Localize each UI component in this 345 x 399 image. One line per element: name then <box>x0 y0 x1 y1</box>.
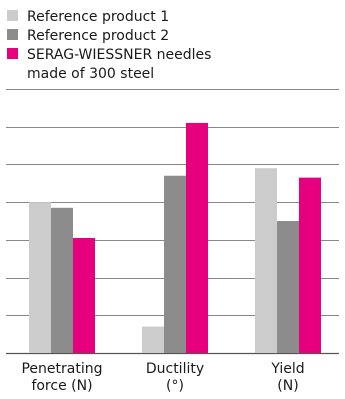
x-tick-labels: Penetrating force (N) Ductility (°) Yield (N) <box>21 361 304 394</box>
legend-swatch-3 <box>7 48 18 59</box>
bar-cat3-series1 <box>255 168 277 353</box>
bar-cat1-series1 <box>29 202 51 353</box>
legend-swatch-2 <box>7 29 18 40</box>
x-tick-label-3: Yield (N) <box>270 361 304 394</box>
bar-cat2-series2 <box>164 175 186 353</box>
bar-cat3-series2 <box>277 221 299 353</box>
legend-label-2: Reference product 2 <box>27 28 169 44</box>
legend-label-3: SERAG-WIESSNER needles made of 300 steel <box>27 47 211 82</box>
x-tick-label-1: Penetrating force (N) <box>21 361 102 394</box>
bar-cat1-series2 <box>51 207 73 353</box>
bar-cat1-series3 <box>73 237 95 353</box>
x-tick-label-2: Ductility (°) <box>146 361 204 394</box>
bar-cat3-series3 <box>299 177 321 353</box>
legend-label-1: Reference product 1 <box>27 9 169 25</box>
chart-legend: Reference product 1 Reference product 2 SE… <box>7 9 211 82</box>
legend-swatch-1 <box>7 10 18 21</box>
bar-cat2-series3 <box>186 122 208 353</box>
bar-cat2-series1 <box>142 326 164 353</box>
bars <box>29 122 321 353</box>
